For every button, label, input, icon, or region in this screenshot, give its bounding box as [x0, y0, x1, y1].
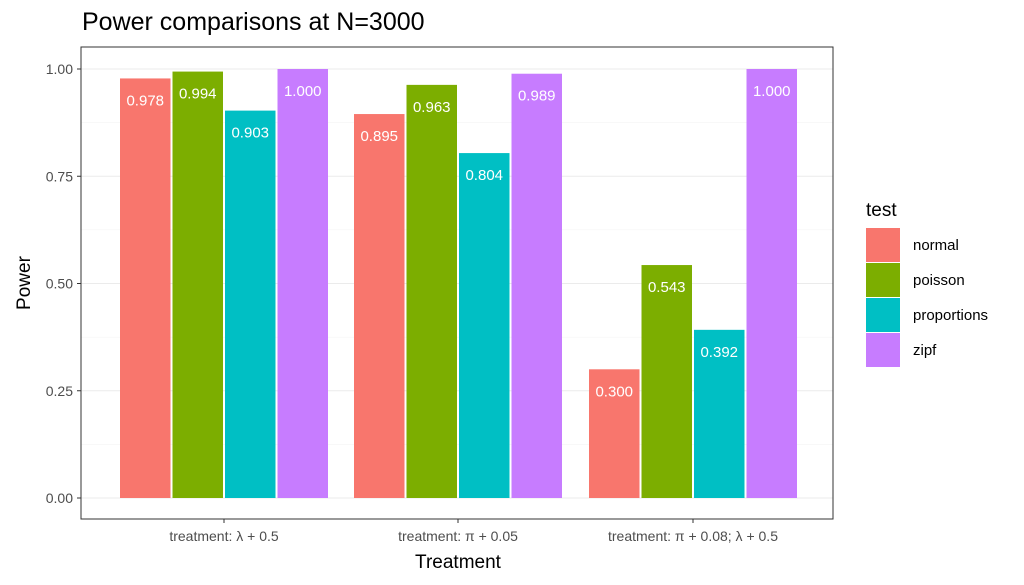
bar-proportions	[459, 153, 510, 499]
x-tick-label: treatment: π + 0.05	[398, 528, 518, 544]
legend-swatch-poisson	[866, 263, 900, 297]
legend-swatch-proportions	[866, 298, 900, 332]
legend-label-zipf: zipf	[913, 342, 937, 359]
bar-proportions	[694, 329, 745, 498]
bar-zipf	[277, 69, 328, 498]
x-tick-label: treatment: π + 0.08; λ + 0.5	[608, 528, 778, 544]
legend-label-normal: normal	[913, 237, 959, 254]
legend-title: test	[866, 200, 897, 221]
legend-swatch-zipf	[866, 333, 900, 367]
legend-swatch-normal	[866, 228, 900, 262]
bar-value-label: 0.963	[413, 99, 451, 116]
legend-label-poisson: poisson	[913, 272, 965, 289]
y-tick-label: 0.00	[46, 490, 73, 506]
bar-poisson	[406, 84, 457, 499]
bar-value-label: 0.903	[231, 125, 269, 142]
x-axis: treatment: λ + 0.5 treatment: π + 0.05 tre…	[169, 519, 778, 544]
bar-value-label: 0.804	[465, 167, 503, 184]
bar-normal	[354, 114, 405, 499]
y-tick-label: 1.00	[46, 61, 73, 77]
bar-value-label: 0.895	[360, 128, 398, 145]
bar-normal	[589, 369, 640, 498]
bar-value-label: 0.978	[126, 92, 164, 109]
chart-title: Power comparisons at N=3000	[82, 8, 425, 36]
bar-poisson	[172, 71, 223, 498]
bar-value-label: 1.000	[753, 83, 791, 100]
bar-value-label: 0.300	[595, 383, 633, 400]
legend-label-proportions: proportions	[913, 307, 988, 324]
y-tick-label: 0.75	[46, 168, 73, 184]
bar-value-label: 0.994	[179, 86, 217, 103]
bar-normal	[120, 78, 171, 499]
bar-value-label: 0.392	[700, 344, 738, 361]
y-tick-label: 0.25	[46, 383, 73, 399]
x-axis-title: Treatment	[415, 552, 502, 573]
legend: test normal poisson proportions zipf	[866, 200, 988, 367]
y-axis-title: Power	[14, 255, 35, 310]
bar-value-label: 0.989	[518, 88, 556, 105]
bar-poisson	[641, 265, 692, 498]
bar-value-label: 0.543	[648, 279, 686, 296]
bar-proportions	[225, 110, 276, 498]
x-tick-label: treatment: λ + 0.5	[169, 528, 279, 544]
y-axis: 0.00 0.25 0.50 0.75 1.00	[46, 61, 81, 506]
bar-value-label: 1.000	[284, 83, 322, 100]
y-tick-label: 0.50	[46, 276, 73, 292]
bar-zipf	[511, 73, 562, 499]
bar-zipf	[746, 69, 797, 498]
bars	[120, 69, 797, 499]
bar-labels: 0.978 0.895 0.300 0.994 0.963 0.543 0.903 0.804…	[126, 83, 790, 400]
